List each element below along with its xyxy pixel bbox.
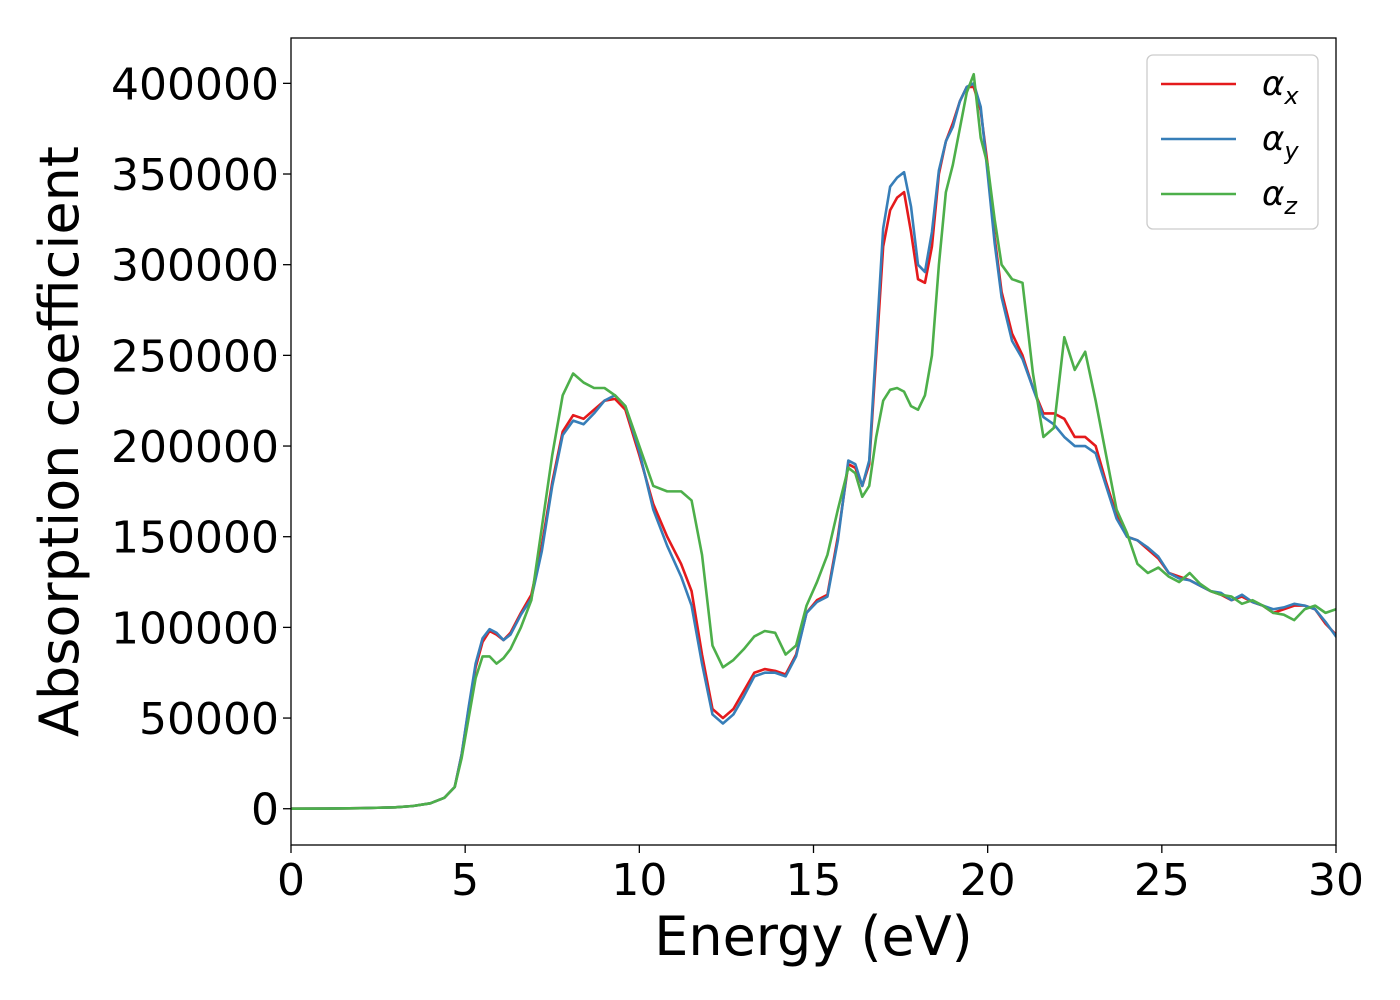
y-tick-label: 350000 [111, 150, 279, 201]
x-axis-title: Energy (eV) [654, 905, 973, 968]
x-tick-label: 5 [451, 855, 479, 906]
x-tick-label: 10 [611, 855, 667, 906]
x-tick-label: 30 [1308, 855, 1364, 906]
x-tick-label: 25 [1134, 855, 1190, 906]
y-tick-label: 200000 [111, 422, 279, 473]
x-tick-label: 0 [277, 855, 305, 906]
legend-label-x: αx [1262, 64, 1299, 110]
y-tick-label: 100000 [111, 603, 279, 654]
tick-layer: 0 5 10 15 20 25 30 0 50000 100000 150000 200000 2500… [111, 59, 1364, 906]
y-tick-label: 150000 [111, 513, 279, 564]
y-tick-label: 250000 [111, 331, 279, 382]
x-tick-label: 15 [786, 855, 842, 906]
legend-label-z: αz [1262, 174, 1298, 220]
series-layer [291, 72, 1336, 811]
series-line-y [291, 82, 1336, 811]
y-tick-label: 0 [251, 785, 279, 836]
series-line-z [291, 72, 1336, 811]
y-tick-label: 50000 [139, 694, 279, 745]
x-tick-label: 20 [960, 855, 1016, 906]
legend-label-y: αy [1262, 119, 1299, 165]
y-tick-label: 400000 [111, 59, 279, 110]
legend: αx αy αz [1146, 54, 1319, 230]
y-axis-title: Absorption coefficient [28, 146, 91, 737]
plot-frame [290, 37, 1337, 846]
y-tick-label: 300000 [111, 241, 279, 292]
legend-box [1146, 54, 1319, 230]
